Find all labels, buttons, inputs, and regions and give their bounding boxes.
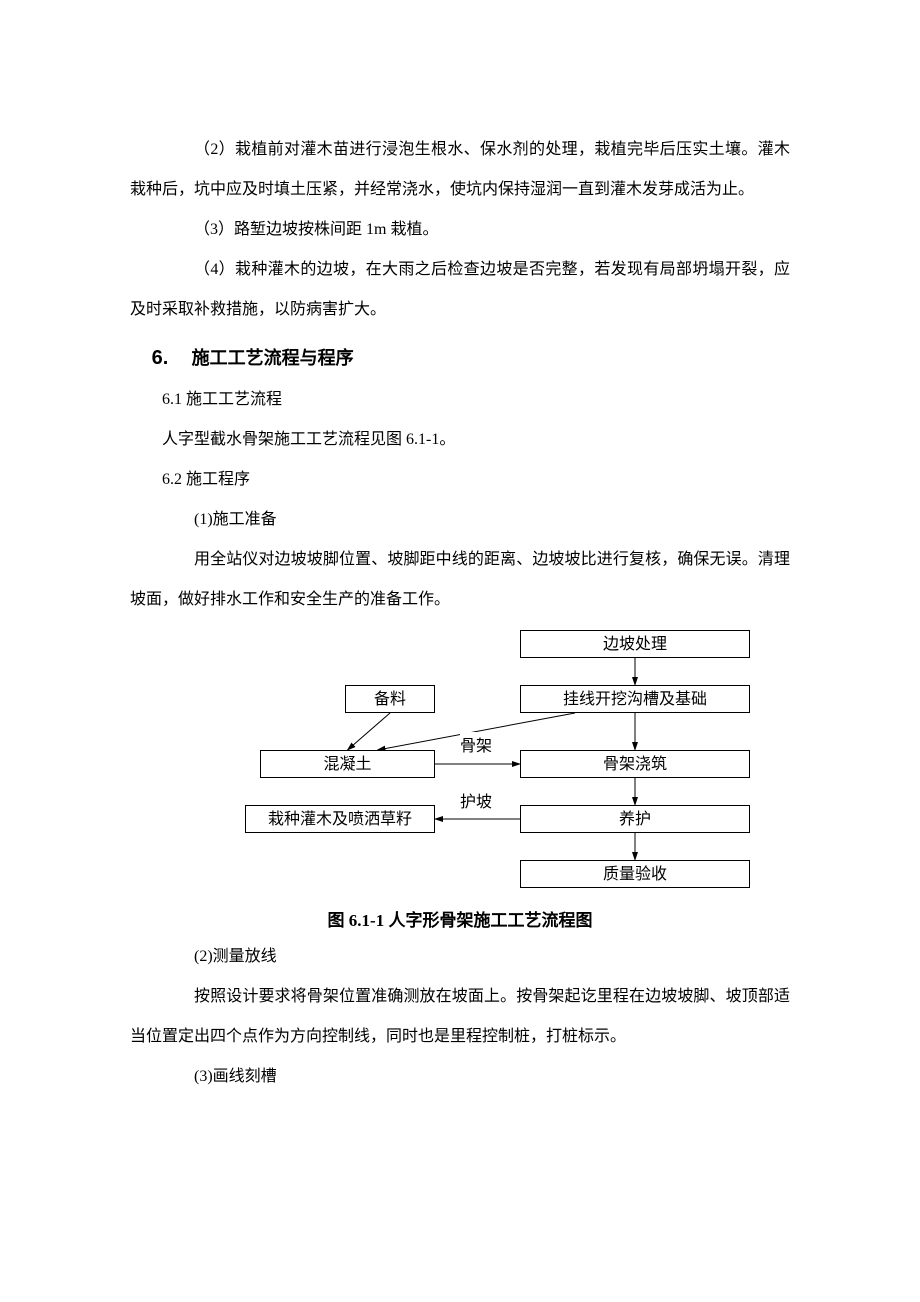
text: 按照设计要求将骨架位置准确测放在坡面上。按骨架起讫里程在边坡坡脚、坡顶部适当位置…: [130, 977, 790, 1057]
flowchart-edge-label: 护坡: [460, 788, 492, 812]
flowchart: 边坡处理挂线开挖沟槽及基础 备料混凝土 骨架浇筑栽种灌木及喷洒草籽 养护质量验收 骨架护…: [130, 630, 790, 900]
paragraph: （3）路堑边坡按株间距 1m 栽植。: [130, 210, 790, 250]
paragraph: (3)画线刻槽: [130, 1057, 790, 1097]
flowchart-node: 混凝土: [260, 750, 435, 778]
paragraph: (1)施工准备: [130, 500, 790, 540]
document-page: （2）栽植前对灌木苗进行浸泡生根水、保水剂的处理，栽植完毕后压实土壤。灌木栽种后…: [0, 0, 920, 1302]
text: （2）栽植前对灌木苗进行浸泡生根水、保水剂的处理，栽植完毕后压实土壤。灌木栽种后…: [130, 130, 790, 210]
flowchart-node: 挂线开挖沟槽及基础: [520, 685, 750, 713]
flowchart-node: 栽种灌木及喷洒草籽: [245, 805, 435, 833]
subheading: 6.2 施工程序: [130, 460, 790, 500]
text: （4）栽种灌木的边坡，在大雨之后检查边坡是否完整，若发现有局部坍塌开裂，应及时采…: [130, 250, 790, 330]
paragraph: （2）栽植前对灌木苗进行浸泡生根水、保水剂的处理，栽植完毕后压实土壤。灌木栽种后…: [130, 130, 790, 210]
paragraph: 用全站仪对边坡坡脚位置、坡脚距中线的距离、边坡坡比进行复核，确保无误。清理坡面，…: [130, 540, 790, 620]
flowchart-edge-label: 骨架: [460, 732, 492, 756]
subheading: 6.1 施工工艺流程: [130, 380, 790, 420]
paragraph: （4）栽种灌木的边坡，在大雨之后检查边坡是否完整，若发现有局部坍塌开裂，应及时采…: [130, 250, 790, 330]
flowchart-node: 质量验收: [520, 860, 750, 888]
figure-caption: 图 6.1-1 人字形骨架施工工艺流程图: [130, 906, 790, 931]
flowchart-node: 养护: [520, 805, 750, 833]
heading-number: 6.: [152, 347, 169, 369]
paragraph: (2)测量放线: [130, 937, 790, 977]
paragraph: 人字型截水骨架施工工艺流程见图 6.1-1。: [130, 420, 790, 460]
flowchart-node: 边坡处理: [520, 630, 750, 658]
heading-text: 施工工艺流程与程序: [192, 348, 354, 368]
paragraph: 按照设计要求将骨架位置准确测放在坡面上。按骨架起讫里程在边坡坡脚、坡顶部适当位置…: [130, 977, 790, 1057]
flowchart-node: 备料: [345, 685, 435, 713]
text: 用全站仪对边坡坡脚位置、坡脚距中线的距离、边坡坡比进行复核，确保无误。清理坡面，…: [130, 540, 790, 620]
flowchart-node: 骨架浇筑: [520, 750, 750, 778]
heading-6: 6. 施工工艺流程与程序: [130, 336, 790, 380]
